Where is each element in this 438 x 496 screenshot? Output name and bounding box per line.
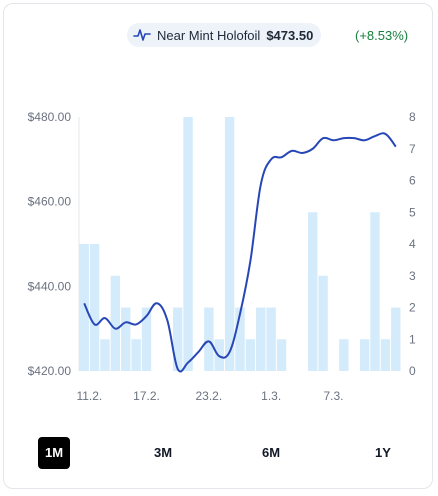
volume-bar <box>370 212 380 371</box>
y2-tick-label: 2 <box>409 301 416 315</box>
volume-bar <box>89 244 100 371</box>
y-tick-label: $460.00 <box>28 195 72 209</box>
legend-price: $473.50 <box>266 27 314 43</box>
sparkline-icon <box>133 28 151 42</box>
volume-bar <box>121 307 131 371</box>
volume-bar <box>256 307 266 371</box>
legend-series-name: Near Mint Holofoil <box>157 27 261 43</box>
volume-bar <box>172 307 183 371</box>
volume-bar <box>79 244 89 371</box>
y-tick-label: $480.00 <box>28 110 72 124</box>
volume-bar <box>380 339 391 371</box>
volume-bar <box>359 339 370 371</box>
chart-card <box>3 3 433 489</box>
price-chart: $480.00 $460.00 $440.00 $420.00 8 7 6 5 4 3 2 1 0 11.… <box>28 110 416 403</box>
x-tick-label: 7.3. <box>323 389 343 403</box>
volume-bar <box>131 339 141 371</box>
y-tick-label: $420.00 <box>28 364 72 378</box>
y2-tick-label: 3 <box>409 269 416 283</box>
range-button-6m[interactable]: 6M <box>261 445 281 460</box>
volume-bar <box>110 275 121 371</box>
volume-bar <box>391 307 401 371</box>
y2-tick-label: 1 <box>409 332 416 346</box>
volume-bar <box>266 307 276 371</box>
volume-bar <box>224 117 235 371</box>
x-tick-label: 23.2. <box>195 389 222 403</box>
y2-tick-label: 6 <box>409 174 416 188</box>
volume-bar <box>308 212 318 371</box>
volume-bar <box>245 339 256 371</box>
range-button-1m[interactable]: 1M <box>38 437 70 469</box>
legend-item[interactable]: Near Mint Holofoil $473.50 <box>127 23 322 47</box>
x-tick-label: 11.2. <box>76 389 102 403</box>
range-button-3m[interactable]: 3M <box>153 445 173 460</box>
legend-change: (+8.53%) <box>355 28 409 43</box>
y2-tick-label: 5 <box>409 205 416 219</box>
volume-bar <box>100 339 110 371</box>
y2-tick-label: 4 <box>409 237 416 251</box>
volume-bar <box>318 275 328 371</box>
x-tick-label: 1.3. <box>261 389 281 403</box>
y2-tick-label: 7 <box>409 142 416 156</box>
range-button-1y[interactable]: 1Y <box>375 445 391 460</box>
volume-bar <box>141 307 152 371</box>
y2-tick-label: 8 <box>409 110 416 124</box>
range-selector: 1M 3M 6M 1Y <box>0 437 438 471</box>
y2-tick-label: 0 <box>409 364 416 378</box>
x-tick-label: 17.2. <box>133 389 160 403</box>
volume-bar <box>204 307 214 371</box>
y-tick-label: $440.00 <box>28 279 72 293</box>
volume-bar <box>183 117 193 371</box>
price-line <box>83 132 397 373</box>
volume-bar <box>276 339 287 371</box>
volume-bar <box>235 307 245 371</box>
volume-bar <box>339 339 349 371</box>
